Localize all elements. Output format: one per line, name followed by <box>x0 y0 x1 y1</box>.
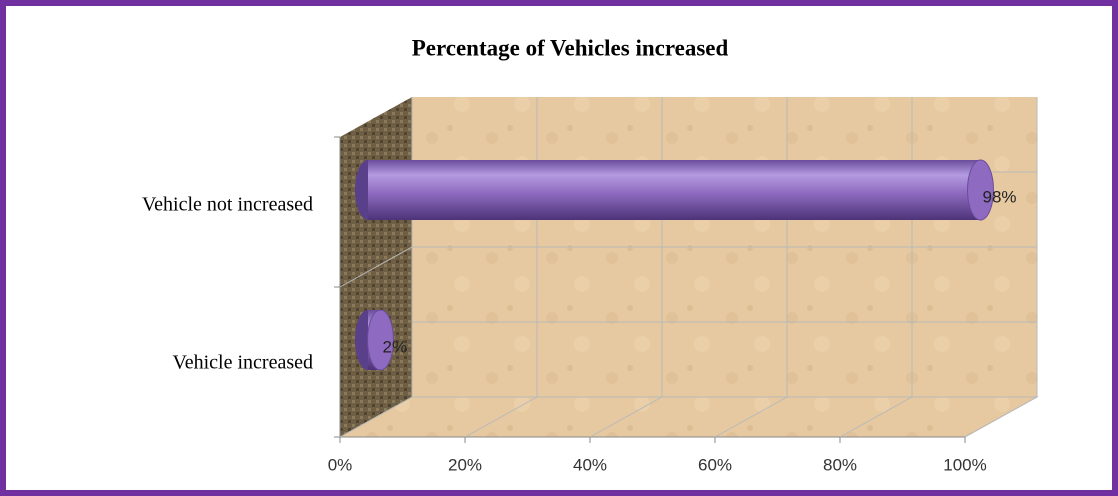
value-label: 98% <box>983 187 1017 206</box>
value-label: 2% <box>383 337 408 356</box>
category-divider <box>339 246 413 288</box>
floor-grid-line <box>464 396 538 438</box>
x-tick-label: 60% <box>698 455 732 474</box>
floor-grid-line <box>714 396 788 438</box>
bar-end-cap <box>967 159 994 221</box>
x-tick-label: 100% <box>943 455 986 474</box>
x-tick-label: 40% <box>573 455 607 474</box>
bar-end-cap <box>367 309 394 371</box>
y-tick-label: Vehicle not increased <box>142 194 313 216</box>
floor <box>338 396 1039 438</box>
floor-grid-line <box>589 396 663 438</box>
x-tick-label: 0% <box>328 455 353 474</box>
y-tick-label: Vehicle increased <box>173 352 313 374</box>
floor-grid-line <box>339 396 413 438</box>
bar <box>368 160 981 220</box>
x-tick-label: 20% <box>448 455 482 474</box>
x-tick-label: 80% <box>823 455 857 474</box>
chart-title: Percentage of Vehicles increased <box>412 35 729 60</box>
floor-grid-line <box>839 396 913 438</box>
floor-grid-line <box>964 396 1038 438</box>
